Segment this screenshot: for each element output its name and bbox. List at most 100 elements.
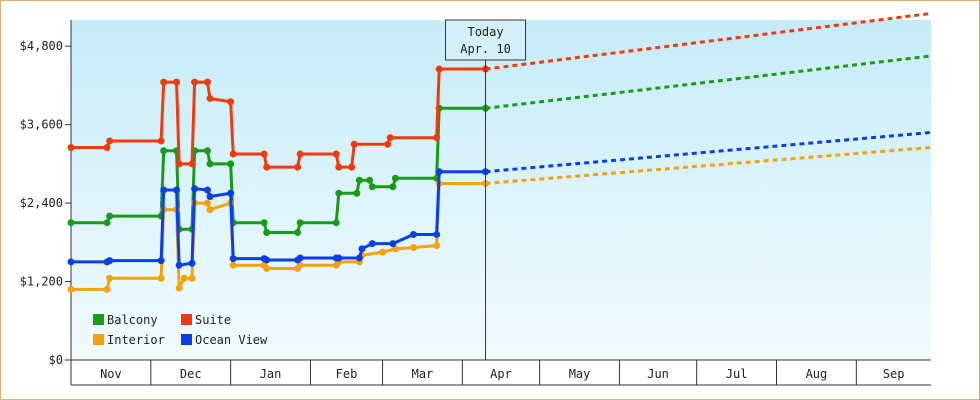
x-tick-label: May <box>569 367 591 381</box>
data-point[interactable] <box>106 212 114 220</box>
legend-label: Ocean View <box>195 333 268 347</box>
data-point[interactable] <box>263 163 271 171</box>
data-point[interactable] <box>355 254 363 262</box>
data-point[interactable] <box>227 160 235 168</box>
y-tick-label: $1,200 <box>20 275 63 289</box>
plot-area <box>71 20 931 360</box>
data-point[interactable] <box>157 274 165 282</box>
data-point[interactable] <box>67 219 75 227</box>
data-point[interactable] <box>389 240 397 248</box>
data-point[interactable] <box>263 256 271 264</box>
x-tick-label: Dec <box>180 367 202 381</box>
data-point[interactable] <box>206 206 214 214</box>
data-point[interactable] <box>433 134 441 142</box>
data-point[interactable] <box>227 189 235 197</box>
data-point[interactable] <box>353 189 361 197</box>
legend-item-balcony[interactable]: Balcony <box>93 313 158 327</box>
data-point[interactable] <box>173 186 181 194</box>
data-point[interactable] <box>294 163 302 171</box>
data-point[interactable] <box>391 245 399 253</box>
data-point[interactable] <box>67 258 75 266</box>
x-tick-label: Jul <box>726 367 748 381</box>
data-point[interactable] <box>296 254 304 262</box>
data-point[interactable] <box>175 284 183 292</box>
forecast-line-ocean-view <box>485 130 932 174</box>
data-point[interactable] <box>191 78 199 86</box>
data-point[interactable] <box>160 147 168 155</box>
data-point[interactable] <box>263 264 271 272</box>
data-point[interactable] <box>188 160 196 168</box>
data-point[interactable] <box>294 229 302 236</box>
data-point[interactable] <box>206 193 214 201</box>
data-point[interactable] <box>229 150 237 158</box>
data-point[interactable] <box>260 150 268 158</box>
data-point[interactable] <box>355 176 363 184</box>
data-point[interactable] <box>229 255 237 263</box>
data-point[interactable] <box>180 274 188 282</box>
data-point[interactable] <box>368 183 376 191</box>
data-point[interactable] <box>106 137 114 145</box>
data-point[interactable] <box>227 98 235 106</box>
data-point[interactable] <box>188 274 196 282</box>
data-point[interactable] <box>103 144 111 151</box>
data-point[interactable] <box>175 160 183 168</box>
data-point[interactable] <box>203 78 211 86</box>
data-point[interactable] <box>368 240 376 248</box>
data-point[interactable] <box>160 186 168 194</box>
legend-item-suite[interactable]: Suite <box>181 313 231 327</box>
data-point[interactable] <box>366 176 374 184</box>
data-point[interactable] <box>103 219 111 227</box>
data-point[interactable] <box>203 147 211 155</box>
data-point[interactable] <box>389 183 397 191</box>
data-point[interactable] <box>203 199 211 207</box>
data-point[interactable] <box>335 189 343 197</box>
data-point[interactable] <box>175 261 183 269</box>
x-tick-label: Jan <box>260 367 282 381</box>
data-point[interactable] <box>409 230 417 238</box>
data-point[interactable] <box>173 78 181 86</box>
data-point[interactable] <box>391 174 399 182</box>
data-point[interactable] <box>379 248 387 256</box>
legend-item-ocean-view[interactable]: Ocean View <box>181 333 268 347</box>
forecast-line-balcony <box>485 54 932 110</box>
data-point[interactable] <box>358 245 366 253</box>
data-point[interactable] <box>67 285 75 293</box>
forecast-line-interior <box>485 146 932 185</box>
data-point[interactable] <box>386 134 394 142</box>
data-point[interactable] <box>206 160 214 168</box>
data-point[interactable] <box>263 229 271 236</box>
data-point[interactable] <box>296 219 304 227</box>
data-point[interactable] <box>433 242 441 250</box>
x-tick-label: Jun <box>647 367 669 381</box>
data-point[interactable] <box>433 230 441 238</box>
data-point[interactable] <box>188 259 196 267</box>
data-point[interactable] <box>260 219 268 227</box>
data-point[interactable] <box>296 261 304 269</box>
data-point[interactable] <box>157 257 165 265</box>
data-point[interactable] <box>106 274 114 282</box>
data-point[interactable] <box>103 285 111 293</box>
data-point[interactable] <box>384 140 392 148</box>
data-point[interactable] <box>332 150 340 158</box>
today-label: Today <box>467 25 503 39</box>
data-point[interactable] <box>296 150 304 158</box>
data-point[interactable] <box>67 144 75 151</box>
x-tick-label: Mar <box>412 367 434 381</box>
data-point[interactable] <box>203 186 211 194</box>
forecast-line-suite <box>485 11 932 71</box>
data-point[interactable] <box>435 168 443 176</box>
data-point[interactable] <box>409 244 417 252</box>
data-point[interactable] <box>435 65 443 73</box>
data-point[interactable] <box>191 185 199 193</box>
data-point[interactable] <box>206 94 214 102</box>
data-point[interactable] <box>160 78 168 86</box>
legend-item-interior[interactable]: Interior <box>93 333 165 347</box>
data-point[interactable] <box>350 140 358 148</box>
data-point[interactable] <box>348 163 356 171</box>
data-point[interactable] <box>335 254 343 262</box>
data-point[interactable] <box>229 261 237 269</box>
data-point[interactable] <box>332 219 340 227</box>
data-point[interactable] <box>335 163 343 171</box>
data-point[interactable] <box>157 137 165 145</box>
data-point[interactable] <box>106 257 114 265</box>
